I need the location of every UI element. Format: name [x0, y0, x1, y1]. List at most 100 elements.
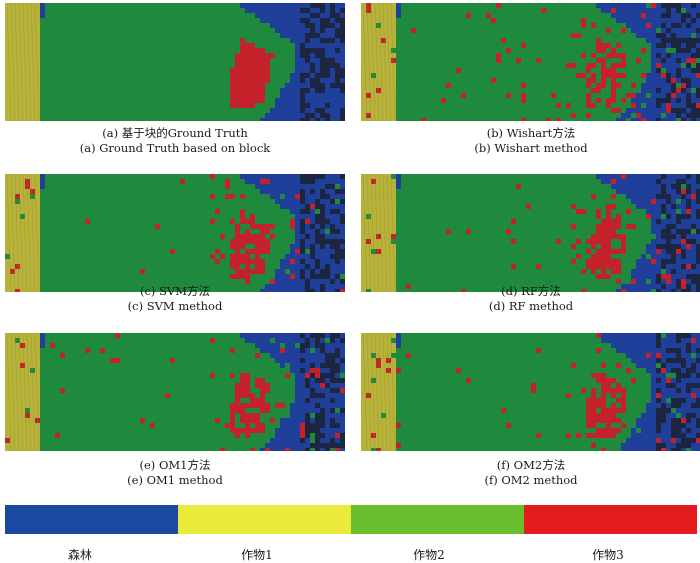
map-pixel [155, 244, 160, 249]
map-pixel [521, 48, 526, 53]
map-pixel [45, 18, 50, 23]
map-pixel [476, 43, 481, 48]
map-pixel [401, 93, 406, 98]
map-pixel [75, 53, 80, 58]
map-pixel [376, 118, 381, 121]
map-pixel [566, 88, 571, 93]
map-pixel [481, 38, 486, 43]
map-pixel [571, 8, 576, 13]
map-pixel [225, 199, 230, 204]
map-pixel [506, 174, 511, 179]
map-pixel [265, 18, 270, 23]
map-pixel [190, 204, 195, 209]
map-pixel [320, 83, 325, 88]
map-pixel [145, 254, 150, 259]
map-pixel [426, 88, 431, 93]
map-pixel [330, 274, 335, 279]
map-pixel [325, 28, 330, 33]
map-pixel [295, 108, 300, 113]
map-pixel [366, 78, 371, 83]
map-pixel [145, 239, 150, 244]
map-pixel [496, 63, 501, 68]
map-pixel [270, 189, 275, 194]
map-pixel [636, 83, 641, 88]
map-pixel [240, 219, 245, 224]
map-pixel [426, 3, 431, 8]
map-pixel [55, 58, 60, 63]
map-pixel [436, 48, 441, 53]
map-pixel [230, 98, 235, 103]
map-pixel [180, 224, 185, 229]
map-pixel [305, 13, 310, 18]
map-pixel [50, 88, 55, 93]
map-pixel [175, 219, 180, 224]
map-pixel [55, 8, 60, 13]
map-pixel [401, 98, 406, 103]
map-pixel [661, 33, 666, 38]
map-pixel [561, 78, 566, 83]
map-pixel [130, 184, 135, 189]
map-pixel [646, 3, 651, 8]
map-pixel [265, 239, 270, 244]
map-pixel [95, 209, 100, 214]
map-pixel [70, 73, 75, 78]
map-pixel [641, 78, 646, 83]
map-pixel [556, 18, 561, 23]
map-pixel [110, 254, 115, 259]
map-pixel [631, 8, 636, 13]
map-pixel [240, 274, 245, 279]
map-pixel [571, 108, 576, 113]
map-pixel [115, 63, 120, 68]
map-pixel [115, 98, 120, 103]
map-pixel [646, 38, 651, 43]
map-pixel [310, 229, 315, 234]
map-pixel [576, 88, 581, 93]
map-pixel [140, 23, 145, 28]
map-pixel [491, 93, 496, 98]
map-pixel [125, 179, 130, 184]
map-pixel [100, 264, 105, 269]
map-pixel [416, 58, 421, 63]
map-pixel [185, 108, 190, 113]
map-pixel [90, 73, 95, 78]
map-pixel [320, 108, 325, 113]
map-pixel [220, 33, 225, 38]
map-pixel [461, 68, 466, 73]
map-pixel [335, 269, 340, 274]
map-pixel [100, 209, 105, 214]
map-pixel [275, 13, 280, 18]
map-pixel [170, 259, 175, 264]
map-pixel [290, 234, 295, 239]
map-pixel [55, 259, 60, 264]
map-pixel [536, 13, 541, 18]
map-pixel [55, 68, 60, 73]
map-pixel [175, 214, 180, 219]
map-pixel [285, 13, 290, 18]
map-pixel [120, 269, 125, 274]
map-pixel [210, 209, 215, 214]
map-pixel [456, 38, 461, 43]
map-pixel [481, 103, 486, 108]
map-pixel [225, 88, 230, 93]
map-pixel [200, 93, 205, 98]
map-pixel [35, 259, 40, 264]
map-pixel [626, 53, 631, 58]
map-pixel [90, 219, 95, 224]
map-pixel [521, 18, 526, 23]
map-pixel [230, 108, 235, 113]
map-pixel [125, 264, 130, 269]
map-pixel [135, 194, 140, 199]
map-pixel [416, 68, 421, 73]
map-pixel [491, 13, 496, 18]
map-pixel [105, 58, 110, 63]
map-pixel [155, 93, 160, 98]
map-pixel [506, 98, 511, 103]
map-pixel [45, 179, 50, 184]
map-pixel [310, 38, 315, 43]
map-pixel [65, 229, 70, 234]
map-pixel [325, 174, 330, 179]
map-pixel [220, 199, 225, 204]
map-pixel [185, 83, 190, 88]
map-pixel [40, 194, 45, 199]
map-pixel [115, 269, 120, 274]
